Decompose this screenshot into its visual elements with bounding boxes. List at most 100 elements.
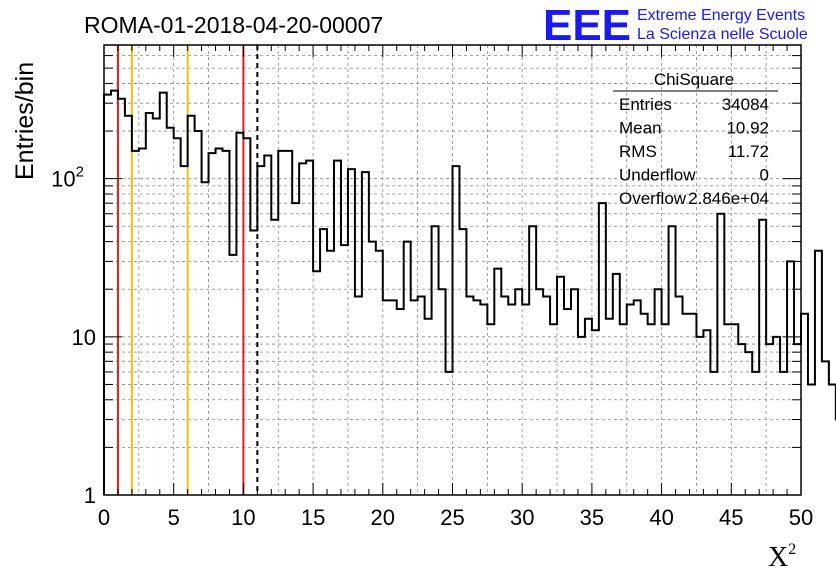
histogram-bin <box>132 151 139 495</box>
histogram-bin <box>501 296 508 495</box>
histogram-bin <box>425 319 432 495</box>
histogram-bin <box>627 305 634 495</box>
histogram-bin <box>808 384 815 495</box>
histogram-bin <box>773 337 780 495</box>
histogram-bin <box>689 314 696 495</box>
x-tick-label: 50 <box>789 505 813 530</box>
x-axis-label: X2 <box>768 541 796 572</box>
histogram-bin <box>648 324 655 495</box>
x-tick-label: 20 <box>371 505 395 530</box>
x-tick-label: 40 <box>649 505 673 530</box>
histogram-bin <box>167 128 174 495</box>
histogram-bin <box>564 309 571 495</box>
stats-value: 10.92 <box>726 119 769 138</box>
histogram-bin <box>397 309 404 495</box>
histogram-bin <box>229 255 236 495</box>
histogram-bin <box>620 324 627 495</box>
logo-line-1: Extreme Energy Events <box>637 7 805 24</box>
histogram-bin <box>815 251 822 495</box>
histogram-bin <box>362 172 369 495</box>
histogram-bin <box>787 261 794 495</box>
stats-rows: Entries 34084 Mean 10.92 RMS 11.72 Underflow 0 O… <box>619 95 769 208</box>
histogram-bin <box>285 151 292 495</box>
histogram-bin <box>202 182 209 495</box>
histogram-bin <box>348 169 355 495</box>
histogram-bin <box>369 242 376 495</box>
histogram-bin <box>243 138 250 495</box>
y-tick-label: 102 <box>51 164 84 192</box>
histogram-bin <box>327 251 334 495</box>
histogram-bin <box>508 305 515 495</box>
histogram-bin <box>334 161 341 495</box>
histogram-bin <box>522 305 529 495</box>
x-tick-label: 10 <box>231 505 255 530</box>
stats-box: ChiSquare Entries 34084 Mean 10.92 RMS 11.72 U… <box>613 70 778 208</box>
histogram-bin <box>738 344 745 495</box>
plot-frame <box>103 44 802 496</box>
logo-line-2: La Scienza nelle Scuole <box>637 26 808 43</box>
histogram-bin <box>724 324 731 495</box>
stats-label: Entries <box>619 95 672 114</box>
histogram-bin <box>480 305 487 495</box>
histogram-bin <box>529 226 536 495</box>
x-tick-labels: 0 5 10 15 20 25 30 35 40 45 50 <box>98 505 813 530</box>
stats-label: Mean <box>619 119 662 138</box>
stats-value: 0 <box>760 166 769 185</box>
stats-value: 11.72 <box>728 142 769 161</box>
stats-value: 2.846e+04 <box>688 189 769 208</box>
x-tick-label: 25 <box>440 505 464 530</box>
histogram-bin <box>536 289 543 495</box>
histogram-bin <box>731 324 738 495</box>
histogram-bin <box>292 203 299 495</box>
histogram-bin <box>341 245 348 495</box>
histogram-bin <box>439 289 446 495</box>
histogram-bin <box>446 372 453 495</box>
histogram-bin <box>571 289 578 495</box>
histogram-bin <box>550 324 557 495</box>
histogram-bin <box>829 384 836 495</box>
histogram-bin <box>313 271 320 495</box>
histogram-bin <box>257 166 264 495</box>
histogram-bin <box>216 149 223 495</box>
histogram-bin <box>703 330 710 495</box>
histogram-bin <box>592 330 599 495</box>
x-tick-label: 5 <box>168 505 180 530</box>
histogram-bin <box>404 242 411 495</box>
histogram-bin <box>599 203 606 495</box>
histogram-bin <box>355 296 362 495</box>
histogram-bin <box>606 319 613 495</box>
histogram-bin <box>264 156 271 495</box>
y-axis-label: Entries/bin <box>11 62 39 180</box>
histogram-bin <box>271 220 278 495</box>
histogram-bin <box>759 220 766 495</box>
histogram-bin <box>578 337 585 495</box>
histogram-bin <box>236 133 243 495</box>
histogram-bin <box>188 116 195 495</box>
histogram-bin <box>118 99 125 495</box>
histogram-bin <box>634 300 641 495</box>
histogram-bin <box>669 226 676 495</box>
histogram-bin <box>160 93 167 495</box>
histogram-bin <box>683 314 690 495</box>
x-tick-label: 45 <box>719 505 743 530</box>
histogram-bin <box>557 277 564 495</box>
stats-title: ChiSquare <box>654 70 734 89</box>
histogram-bin <box>432 226 439 495</box>
histogram-bin <box>752 372 759 495</box>
histogram-bin <box>222 151 229 495</box>
histogram-bin <box>613 274 620 495</box>
stats-value: 34084 <box>722 95 769 114</box>
histogram-bin <box>801 314 808 495</box>
histogram-bin <box>459 229 466 495</box>
histogram-bin <box>181 166 188 495</box>
histogram-bin <box>139 149 146 495</box>
histogram-bin <box>390 300 397 495</box>
y-tick-label: 10 <box>72 325 96 350</box>
x-tick-label: 15 <box>301 505 325 530</box>
stats-label: Underflow <box>619 166 696 185</box>
histogram-bin <box>473 300 480 495</box>
stats-label: RMS <box>619 142 657 161</box>
histogram-bin <box>376 251 383 495</box>
histogram-bin <box>641 314 648 495</box>
